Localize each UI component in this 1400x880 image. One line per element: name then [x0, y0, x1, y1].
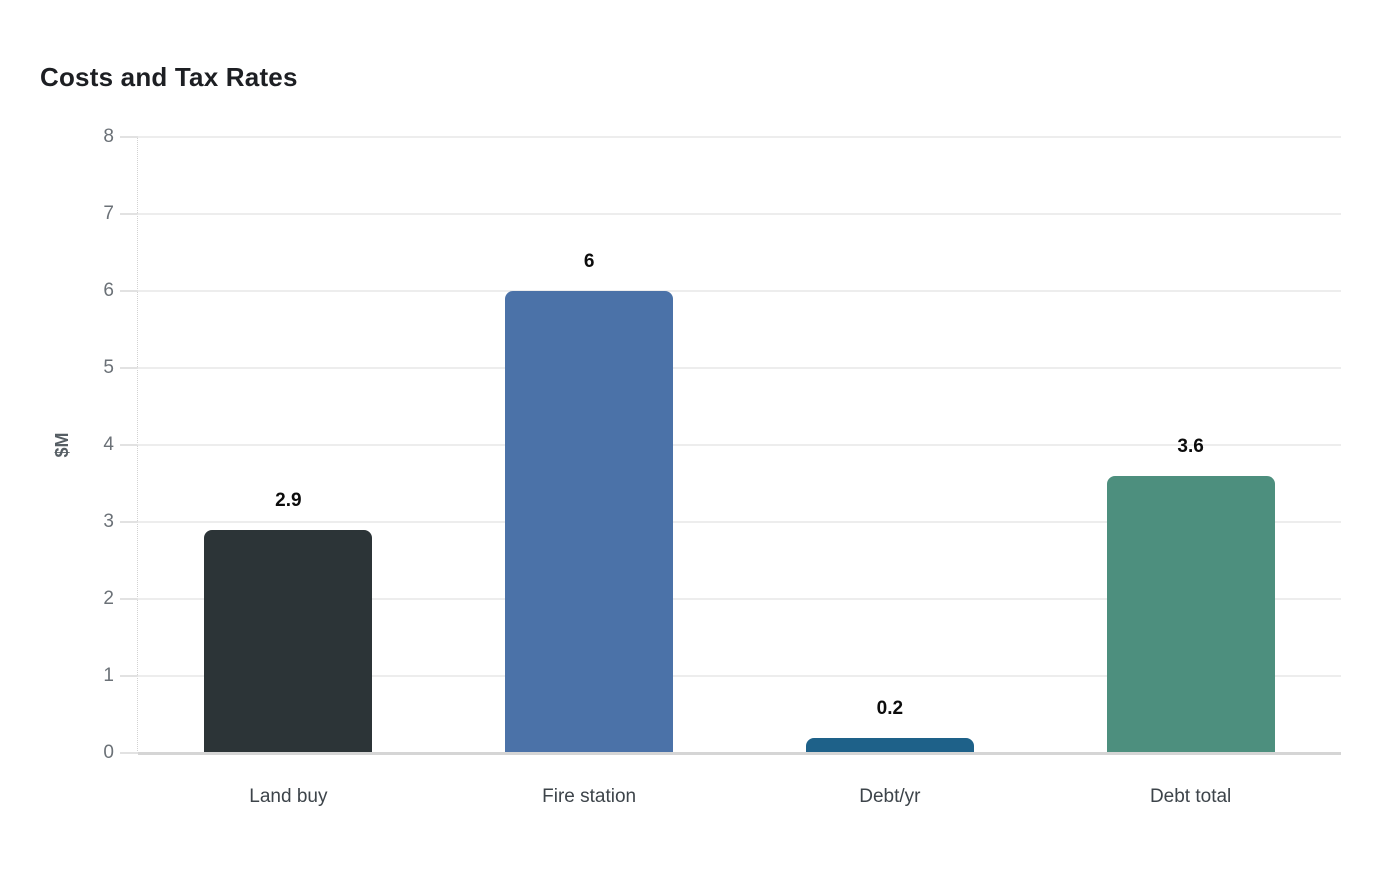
bar [1106, 475, 1275, 753]
gridline [138, 136, 1341, 138]
y-tick-label: 5 [103, 357, 114, 378]
y-tick-label: 8 [103, 126, 114, 147]
y-tick-mark [120, 752, 138, 754]
y-tick-mark [120, 521, 138, 523]
y-tick-mark [120, 136, 138, 138]
category-label: Debt total [1149, 786, 1232, 807]
y-tick-mark [120, 444, 138, 446]
y-tick-label: 6 [103, 280, 114, 301]
category-label: Debt/yr [859, 786, 921, 807]
gridline [138, 367, 1341, 369]
bar [204, 529, 373, 753]
category-label: Fire station [542, 786, 637, 807]
y-tick-mark [120, 213, 138, 215]
y-tick-label: 0 [103, 742, 114, 763]
y-tick-mark [120, 598, 138, 600]
bar [505, 291, 674, 753]
gridline [138, 444, 1341, 446]
y-tick-mark [120, 367, 138, 369]
gridline [138, 521, 1341, 523]
category-label: Land buy [249, 786, 328, 807]
bar-value-label: 3.6 [1177, 435, 1204, 457]
bar [805, 737, 974, 753]
bar-value-label: 6 [583, 251, 595, 272]
y-tick-label: 4 [103, 434, 114, 455]
y-tick-label: 1 [103, 665, 114, 686]
y-tick-mark [120, 290, 138, 292]
gridline [138, 290, 1341, 292]
bar-value-label: 2.9 [275, 489, 302, 511]
y-axis-title: $M [52, 432, 72, 458]
y-tick-mark [120, 675, 138, 677]
bar-value-label: 0.2 [876, 697, 904, 719]
gridline [138, 675, 1341, 677]
plot-area: 0 1 2 3 4 5 6 7 8 2.9 Land buy 6 Fire station 0.2 Debt… [103, 126, 1341, 807]
gridline [138, 598, 1341, 600]
x-axis-baseline [138, 752, 1341, 755]
gridline [138, 213, 1341, 215]
y-tick-label: 3 [103, 511, 114, 532]
y-tick-label: 2 [103, 588, 114, 609]
y-tick-label: 7 [103, 203, 114, 224]
chart-title: Costs and Tax Rates [40, 62, 298, 92]
